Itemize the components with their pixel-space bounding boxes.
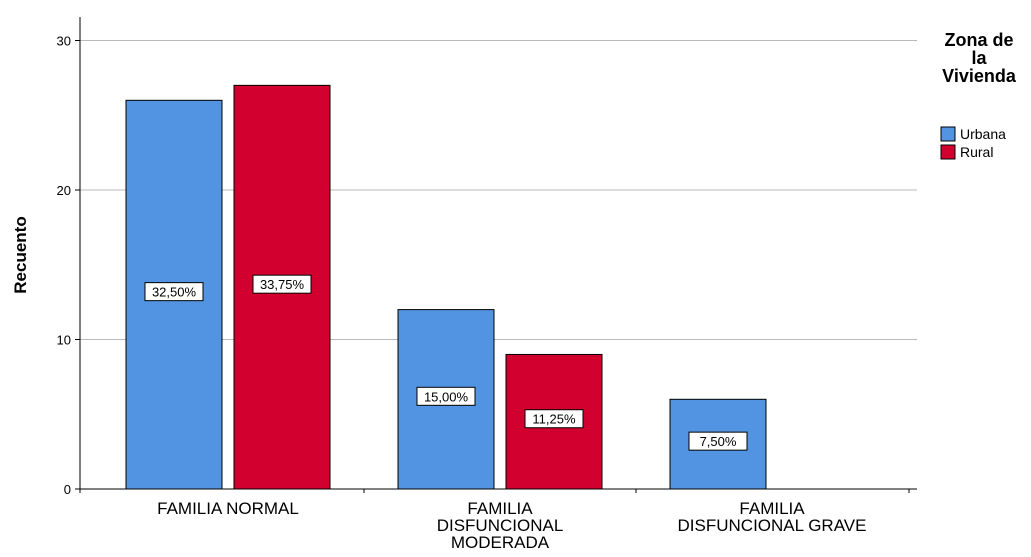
data-label-rural-1: 11,25% <box>524 409 584 429</box>
data-label-urbana-2: 7,50% <box>688 431 748 451</box>
y-tick-label: 20 <box>57 183 71 198</box>
legend-title: Zona de la Vivienda <box>942 30 1017 86</box>
data-label-box <box>524 409 584 429</box>
data-label-urbana-1: 15,00% <box>416 386 476 406</box>
category-label: FAMILIA DISFUNCIONAL GRAVE <box>678 499 867 535</box>
y-tick-label: 30 <box>57 34 71 49</box>
legend-swatch-rural <box>940 144 956 160</box>
y-tick-label: 0 <box>64 482 71 497</box>
data-label-text: 33,75% <box>260 277 305 292</box>
category-labels: FAMILIA NORMAL FAMILIA DISFUNCIONAL MODERAD… <box>157 499 866 552</box>
data-label-box <box>688 431 748 451</box>
bars <box>125 84 767 490</box>
data-label-text: 15,00% <box>424 389 469 404</box>
data-label-text: 11,25% <box>532 412 576 427</box>
data-label-box <box>144 282 204 302</box>
data-label-urbana-0: 32,50% <box>144 282 204 302</box>
legend-label-urbana: Urbana <box>960 126 1006 142</box>
category-label: FAMILIA NORMAL <box>157 499 299 518</box>
y-axis-title: Recuento <box>11 216 30 293</box>
data-label-box <box>252 274 312 294</box>
y-tick-label: 10 <box>57 333 71 348</box>
data-label-rural-0: 33,75% <box>252 274 312 294</box>
data-label-text: 32,50% <box>152 285 197 300</box>
legend-swatch-urbana <box>940 126 956 142</box>
data-label-box <box>416 386 476 406</box>
data-labels: 32,50% 15,00% 7,50% 33,75% 11,25% <box>144 274 748 451</box>
category-label: FAMILIA DISFUNCIONAL MODERADA <box>437 499 564 552</box>
legend: Zona de la Vivienda Urbana Rural <box>940 30 1017 160</box>
legend-label-rural: Rural <box>960 144 993 160</box>
data-label-text: 7,50% <box>700 434 737 449</box>
